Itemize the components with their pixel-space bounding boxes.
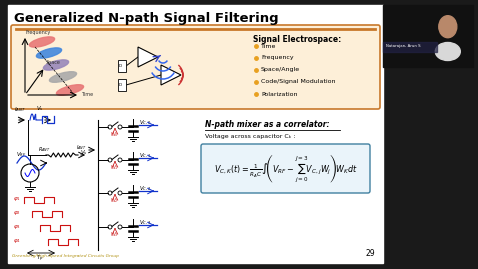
Text: $V_s$: $V_s$ [36, 104, 43, 113]
Text: N-path mixer as a correlator:: N-path mixer as a correlator: [205, 120, 329, 129]
Text: Frequency: Frequency [26, 30, 51, 35]
Polygon shape [138, 47, 158, 67]
Ellipse shape [43, 60, 69, 70]
FancyBboxPatch shape [11, 25, 380, 109]
Text: 29: 29 [365, 249, 375, 258]
Text: $V_{C,2}$: $V_{C,2}$ [139, 185, 151, 193]
Text: Voltage across capacitor Cₖ :: Voltage across capacitor Cₖ : [205, 134, 295, 139]
Bar [118, 79, 126, 91]
Text: $V_{C,1}$: $V_{C,1}$ [139, 152, 151, 160]
Text: Code/Signal Modulation: Code/Signal Modulation [261, 80, 336, 84]
Text: $W_3$: $W_3$ [110, 230, 119, 239]
Text: $V_{RF}$: $V_{RF}$ [16, 150, 26, 159]
Text: $\varphi_3$: $\varphi_3$ [13, 223, 21, 231]
Text: $W_2$: $W_2$ [110, 196, 119, 205]
Text: $\varphi_1$: $\varphi_1$ [13, 195, 21, 203]
Bar [383, 5, 473, 67]
Text: Natarajan, Arun S: Natarajan, Arun S [386, 44, 421, 48]
Polygon shape [161, 65, 181, 85]
Text: $R_{ANT}$: $R_{ANT}$ [38, 145, 51, 154]
Text: $I_{ANT}$: $I_{ANT}$ [76, 143, 87, 152]
Ellipse shape [49, 72, 76, 82]
Text: Space/Angle: Space/Angle [261, 68, 300, 73]
Text: Time: Time [81, 93, 93, 97]
Text: $V_{C,K}(t) = \frac{1}{R_A C}\int\!\left(V_{RF} - \sum_{j=0}^{J=3}\! V_{C,j}W_j\: $V_{C,K}(t) = \frac{1}{R_A C}\int\!\left… [214, 153, 357, 185]
Text: Space: Space [46, 60, 61, 65]
Text: Greenberg/High-Speed Integrated Circuits Group: Greenberg/High-Speed Integrated Circuits… [12, 254, 119, 258]
Text: Signal Electrospace:: Signal Electrospace: [253, 35, 341, 44]
Text: D: D [119, 83, 122, 87]
Ellipse shape [435, 43, 460, 61]
Bar [383, 42, 437, 52]
Ellipse shape [36, 48, 62, 58]
Text: $V_{C,3}$: $V_{C,3}$ [139, 219, 151, 227]
Text: Time: Time [261, 44, 276, 48]
Bar [8, 5, 383, 263]
Text: $\varphi_2$: $\varphi_2$ [13, 209, 21, 217]
Text: $\varphi_4$: $\varphi_4$ [13, 237, 21, 245]
Text: $T_p$: $T_p$ [36, 254, 43, 264]
Text: $I_{ANT}$: $I_{ANT}$ [14, 105, 26, 114]
Ellipse shape [30, 37, 54, 47]
Text: Polarization: Polarization [261, 91, 297, 97]
Ellipse shape [439, 16, 457, 38]
FancyBboxPatch shape [201, 144, 370, 193]
Text: $W_0$: $W_0$ [110, 130, 119, 139]
Text: $W_1$: $W_1$ [110, 163, 119, 172]
Text: Generalized N-path Signal Filtering: Generalized N-path Signal Filtering [14, 12, 279, 25]
Ellipse shape [56, 85, 84, 95]
Text: $V_{C,0}$: $V_{C,0}$ [139, 119, 151, 127]
Bar [118, 60, 126, 72]
Text: D: D [119, 64, 122, 68]
Text: $V_s$: $V_s$ [80, 148, 87, 157]
Text: Frequency: Frequency [261, 55, 293, 61]
